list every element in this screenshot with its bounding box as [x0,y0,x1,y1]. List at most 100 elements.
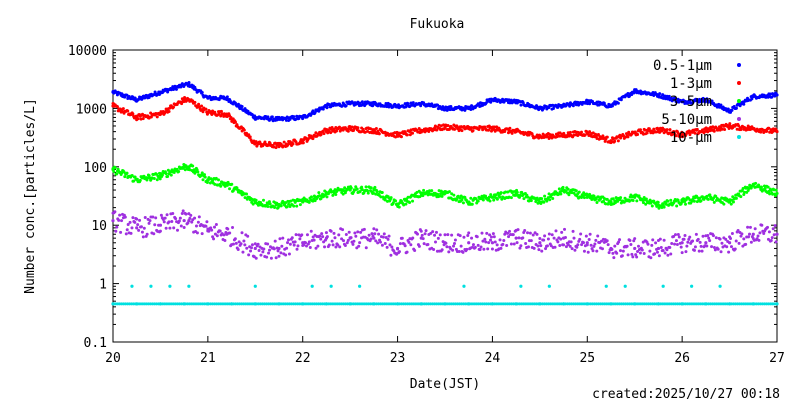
series-2-sample [594,197,598,201]
series-4-sample [126,302,130,306]
series-4-sample [188,302,192,306]
series-3-sample [770,236,774,240]
series-4-sample [709,302,713,306]
series-3-sample [250,243,254,247]
series-3-sample [724,237,728,241]
series-4-sample [211,302,215,306]
series-2-sample [450,192,454,196]
series-3-sample [537,248,541,252]
series-1-sample [314,131,318,135]
series-2-sample [228,187,232,191]
series-0-sample [519,103,523,107]
series-4-sample [472,302,476,306]
series-4-sample [229,302,233,306]
series-1-sample [605,135,609,139]
series-2-sample [295,204,299,208]
series-3-sample [542,238,546,242]
series-4-sample [530,302,534,306]
series-3-sample [684,250,688,254]
series-3-sample [662,238,666,242]
series-3-sample [253,242,257,246]
series-3-sample [772,233,776,237]
series-3-sample [594,238,598,242]
series-3-sample [424,229,428,233]
series-3-sample [693,245,697,249]
series-3-sample [234,241,238,245]
series-4-sample [163,302,167,306]
series-3-sample [516,228,520,232]
series-0-sample [619,98,623,102]
series-1-sample [695,127,699,131]
series-2-sample [675,204,679,208]
series-4-sample [269,302,273,306]
series-2-sample [196,170,200,174]
series-4-sample [194,302,198,306]
series-4-sample [491,302,495,306]
series-1-sample [197,102,201,106]
series-4-sample [557,302,561,306]
series-3-sample [159,213,163,217]
series-3-sample [347,230,351,234]
series-3-sample [462,235,466,239]
series-3-sample [341,228,345,232]
series-3-sample [277,254,281,258]
series-2-sample [727,200,731,204]
legend-label: 10-μm [670,130,712,146]
series-0-sample [246,109,250,113]
series-4-outlier [718,284,722,288]
series-4-sample [489,302,493,306]
series-3-sample [502,238,506,242]
series-2-sample [205,180,209,184]
series-2-sample [360,188,364,192]
series-3-sample [305,244,309,248]
series-3-sample [320,232,324,236]
series-1-sample [668,128,672,132]
series-3-sample [592,244,596,248]
series-1-sample [233,120,237,124]
series-3-sample [165,213,169,217]
series-3-sample [572,236,576,240]
series-2-sample [657,206,661,210]
series-3-sample [182,226,186,230]
series-0-sample [236,102,240,106]
series-2-sample [394,199,398,203]
series-0-sample [270,115,274,119]
series-3-sample [499,246,503,250]
series-4-sample [731,302,735,306]
series-3-sample [171,212,175,216]
series-3-sample [135,217,139,221]
series-2-sample [380,191,384,195]
series-2-sample [660,206,664,210]
series-4-sample [144,302,148,306]
series-3-sample [453,238,457,242]
x-tick-label: 22 [295,351,311,366]
series-3-sample [718,237,722,241]
series-3-sample [607,251,611,255]
series-3-sample [184,212,188,216]
series-4-sample [462,302,466,306]
series-4-sample [478,302,482,306]
series-2-sample [631,198,635,202]
series-2-sample [411,199,415,203]
series-3-sample [115,225,119,229]
series-2-sample [404,202,408,206]
series-2-sample [194,170,198,174]
series-3-sample [312,238,316,242]
y-tick-label: 1000 [76,102,107,117]
series-3-sample [488,233,492,237]
series-3 [111,209,779,260]
series-1-sample [131,112,135,116]
series-4-sample [134,302,138,306]
series-1-sample [471,129,475,133]
series-2-sample [177,170,181,174]
series-3-sample [490,247,494,251]
series-0-sample [701,96,705,100]
series-3-sample [215,234,219,238]
series-4-sample [343,302,347,306]
series-2-sample [564,189,568,193]
series-3-sample [193,216,197,220]
series-2-sample [112,169,116,173]
series-2-sample [743,190,747,194]
series-2-sample [706,197,710,201]
series-4-sample [271,302,275,306]
